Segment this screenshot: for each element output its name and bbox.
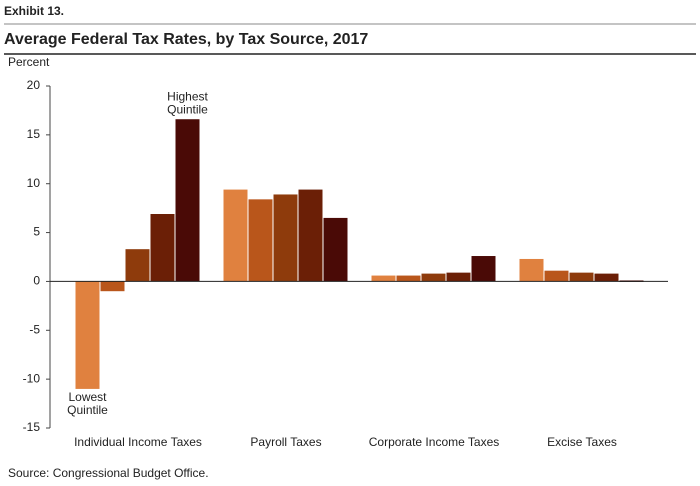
bar xyxy=(100,281,125,292)
y-tick-label: 10 xyxy=(27,176,41,190)
bar xyxy=(125,249,150,282)
y-tick-label: 0 xyxy=(33,274,40,288)
bar xyxy=(175,119,200,282)
y-tick-label: 20 xyxy=(27,78,41,92)
annotation: Lowest xyxy=(68,390,107,404)
bar xyxy=(323,217,348,282)
bar xyxy=(544,270,569,282)
bar xyxy=(150,214,175,282)
annotation: Highest xyxy=(167,89,208,103)
y-tick-label: -15 xyxy=(23,420,41,434)
bar xyxy=(223,189,248,282)
bar xyxy=(519,258,544,282)
y-axis-label: Percent xyxy=(8,55,50,69)
y-tick-label: -10 xyxy=(23,371,41,385)
bar xyxy=(569,272,594,282)
bar xyxy=(75,281,100,389)
bar xyxy=(298,189,323,282)
annotation: Quintile xyxy=(167,102,208,116)
chart-title: Average Federal Tax Rates, by Tax Source… xyxy=(4,31,368,48)
bar xyxy=(273,194,298,282)
bar xyxy=(248,199,273,282)
y-tick-label: 5 xyxy=(33,225,40,239)
x-tick-label: Excise Taxes xyxy=(547,435,617,449)
exhibit-label: Exhibit 13. xyxy=(4,4,64,18)
source-note: Source: Congressional Budget Office. xyxy=(8,466,209,480)
bar xyxy=(421,273,446,282)
bar xyxy=(396,275,421,282)
y-tick-label: 15 xyxy=(27,127,41,141)
bar xyxy=(371,275,396,282)
x-tick-label: Payroll Taxes xyxy=(250,435,321,449)
y-tick-label: -5 xyxy=(29,322,40,336)
annotation: Quintile xyxy=(67,403,108,417)
bar xyxy=(471,256,496,282)
x-tick-label: Corporate Income Taxes xyxy=(369,435,500,449)
bar xyxy=(594,273,619,282)
bar xyxy=(446,272,471,282)
x-tick-label: Individual Income Taxes xyxy=(74,435,202,449)
